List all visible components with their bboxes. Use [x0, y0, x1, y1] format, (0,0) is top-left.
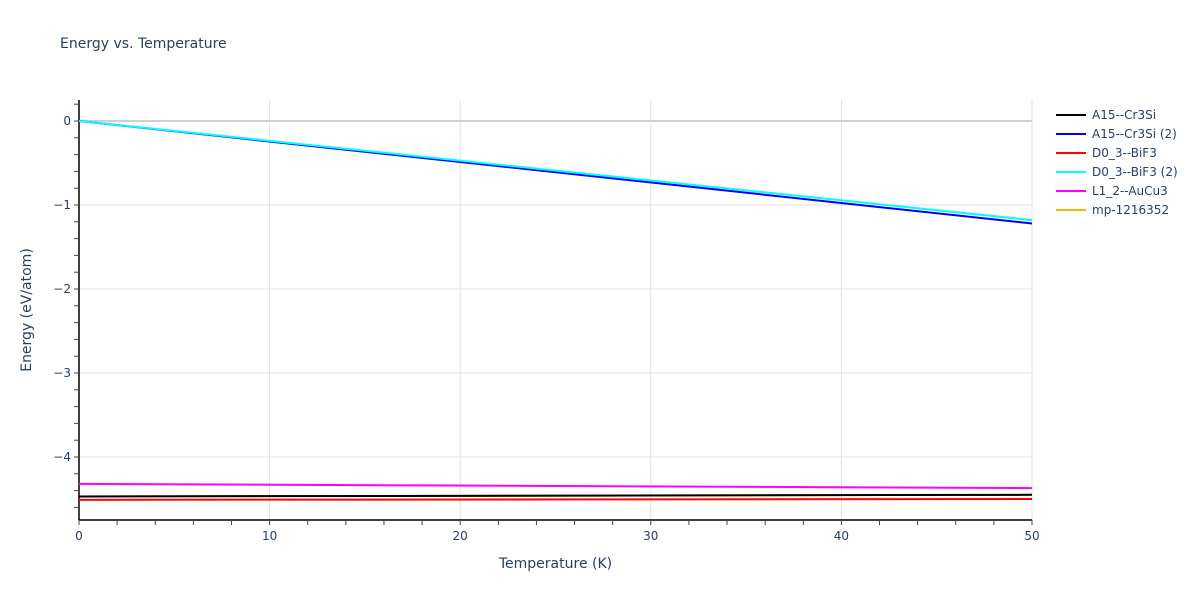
legend: A15--Cr3Si A15--Cr3Si (2) D0_3--BiF3 D0_3--…: [1056, 105, 1178, 219]
legend-item[interactable]: mp-1216352: [1056, 200, 1178, 219]
x-tick-label: 50: [1024, 529, 1039, 543]
legend-line-icon: [1056, 170, 1086, 173]
legend-line-icon: [1056, 132, 1086, 135]
legend-item[interactable]: A15--Cr3Si (2): [1056, 124, 1178, 143]
legend-line-icon: [1056, 208, 1086, 211]
legend-item[interactable]: L1_2--AuCu3: [1056, 181, 1178, 200]
legend-label: L1_2--AuCu3: [1092, 183, 1168, 198]
legend-label: D0_3--BiF3: [1092, 145, 1157, 160]
y-tick-label: −1: [53, 198, 71, 212]
legend-label: A15--Cr3Si: [1092, 107, 1157, 122]
y-tick-label: −3: [53, 366, 71, 380]
legend-label: D0_3--BiF3 (2): [1092, 164, 1178, 179]
series-line[interactable]: [78, 498, 1033, 501]
legend-line-icon: [1056, 189, 1086, 192]
legend-line-icon: [1056, 151, 1086, 154]
x-axis-title: Temperature (K): [498, 556, 612, 572]
x-tick-label: 20: [453, 529, 468, 543]
series-line[interactable]: [78, 493, 1033, 498]
legend-item[interactable]: D0_3--BiF3 (2): [1056, 162, 1178, 181]
y-tick-label: 0: [63, 114, 71, 128]
x-tick-label: 40: [834, 529, 849, 543]
chart-title: Energy vs. Temperature: [60, 36, 227, 52]
legend-label: mp-1216352: [1092, 202, 1170, 217]
x-tick-label: 0: [75, 529, 83, 543]
series-line[interactable]: [78, 482, 1033, 490]
legend-item[interactable]: D0_3--BiF3: [1056, 143, 1178, 162]
legend-item[interactable]: A15--Cr3Si: [1056, 105, 1178, 124]
legend-label: A15--Cr3Si (2): [1092, 126, 1177, 141]
y-tick-label: −2: [53, 282, 71, 296]
legend-line-icon: [1056, 113, 1086, 116]
y-tick-label: −4: [53, 450, 71, 464]
y-axis-title: Energy (eV/atom): [19, 248, 35, 372]
series-line[interactable]: [78, 120, 1033, 222]
x-tick-label: 10: [262, 529, 277, 543]
x-tick-label: 30: [643, 529, 658, 543]
